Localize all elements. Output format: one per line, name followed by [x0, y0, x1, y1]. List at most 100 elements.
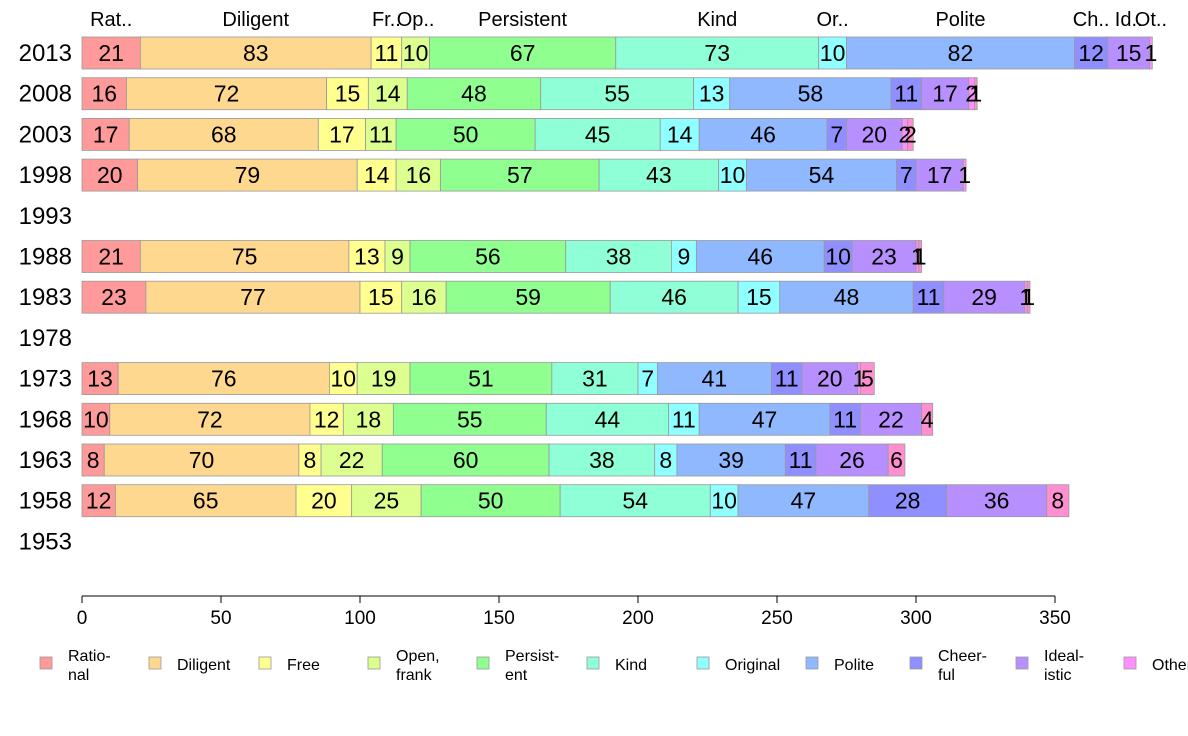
year-label: 1993 — [19, 203, 72, 230]
segment-value-label: 4 — [921, 406, 934, 432]
bar-segment — [128, 118, 319, 151]
legend-label: Cheer-ful — [938, 648, 987, 684]
bar-segment — [534, 118, 661, 151]
segment-value-label: 47 — [791, 488, 817, 514]
segment-value-label: 8 — [1051, 488, 1064, 514]
x-tick-label: 150 — [483, 608, 515, 629]
bar-segment — [429, 36, 617, 70]
bar-segment — [356, 362, 411, 396]
segment-value-label: 10 — [83, 406, 109, 432]
segment-value-label: 59 — [515, 284, 541, 310]
bar-segment — [1107, 36, 1150, 70]
top-series-labels: Rat.. Diligent Fr..Op.. Persistent Kind Or.. P… — [90, 9, 1167, 31]
segment-value-label: 15 — [1116, 40, 1142, 66]
legend-label: Kind — [615, 657, 647, 674]
bar-segment — [81, 484, 116, 518]
bar-segment — [114, 484, 297, 518]
segment-value-label: 2 — [904, 121, 917, 147]
segment-value-label: 46 — [748, 244, 774, 270]
legend-label: Other — [1152, 657, 1188, 674]
legend-swatch — [476, 656, 490, 670]
bar-segment — [392, 402, 547, 436]
year-label: 1963 — [19, 447, 72, 474]
year-label: 2003 — [19, 121, 72, 148]
segment-value-label: 46 — [661, 284, 687, 310]
segment-value-label: 55 — [457, 406, 483, 432]
year-label: 2013 — [19, 40, 72, 67]
segment-value-label: 65 — [193, 488, 219, 514]
legend-swatch — [367, 656, 381, 670]
segment-value-label: 10 — [403, 40, 429, 66]
bar-segment — [351, 484, 422, 518]
segment-value-label: 15 — [746, 284, 772, 310]
segment-value-label: 31 — [582, 366, 608, 392]
bar-segment — [915, 158, 964, 192]
bar-segment — [109, 402, 311, 436]
legend-swatch — [805, 656, 819, 670]
segment-value-label: 19 — [371, 366, 397, 392]
segment-value-label: 12 — [1078, 40, 1104, 66]
segment-value-label: 20 — [817, 366, 843, 392]
x-tick-label: 200 — [622, 608, 654, 629]
bar-segment — [559, 484, 711, 518]
bar-segment — [598, 158, 720, 192]
segment-value-label: 21 — [98, 244, 124, 270]
bar-segment — [139, 36, 372, 70]
top-series-label: Ch.. — [1073, 9, 1110, 31]
bar-segment — [81, 280, 147, 314]
bar-segment — [609, 280, 739, 314]
bar-segment — [356, 158, 397, 192]
segment-value-label: 1 — [914, 244, 927, 270]
top-series-label: Rat.. — [90, 9, 132, 31]
segment-value-label: 16 — [406, 162, 432, 188]
segment-value-label: 1 — [1019, 284, 1032, 310]
segment-value-label: 77 — [240, 284, 266, 310]
segment-value-label: 48 — [834, 284, 860, 310]
bar-segment — [365, 118, 397, 151]
bar-segment — [668, 402, 700, 436]
bar-segment — [295, 484, 353, 518]
bar-segment — [367, 77, 408, 111]
segment-value-label: 12 — [314, 406, 340, 432]
top-series-label: Diligent — [222, 9, 289, 31]
bar-segment — [851, 240, 917, 273]
segment-value-label: 36 — [984, 488, 1010, 514]
bar-segment — [918, 240, 922, 273]
segment-value-label: 11 — [369, 121, 393, 147]
segment-value-label: 21 — [98, 40, 124, 66]
bar-segment — [326, 77, 369, 111]
top-series-label: Ot.. — [1135, 9, 1167, 31]
legend: Ratio-nal Diligent Free Open, frank Persist-e… — [39, 648, 1188, 684]
bar-segment — [718, 158, 747, 192]
bar-segment — [846, 36, 1075, 70]
segment-value-label: 1 — [1145, 40, 1158, 66]
legend-label: Diligent — [177, 657, 231, 674]
bar-segment — [729, 77, 892, 111]
legend-swatch — [1015, 656, 1029, 670]
segment-value-label: 1 — [853, 366, 866, 392]
segment-value-label: 7 — [900, 162, 913, 188]
bar-segment — [737, 280, 781, 314]
segment-value-label: 9 — [391, 244, 404, 270]
bar-segment — [401, 280, 447, 314]
segment-value-label: 83 — [243, 40, 269, 66]
segment-value-label: 44 — [595, 406, 621, 432]
segment-value-label: 11 — [917, 284, 941, 310]
segment-value-label: 14 — [375, 81, 401, 107]
bar-segment — [359, 280, 403, 314]
segment-value-label: 70 — [189, 447, 215, 473]
segment-value-label: 22 — [878, 406, 904, 432]
bar-segment — [81, 402, 111, 436]
bar-segment — [1074, 36, 1109, 70]
legend-label: Original — [725, 657, 780, 674]
segment-value-label: 26 — [839, 447, 865, 473]
segment-value-label: 41 — [702, 366, 728, 392]
x-tick-label: 300 — [900, 608, 932, 629]
segment-value-label: 50 — [453, 121, 479, 147]
segment-value-label: 76 — [211, 366, 237, 392]
top-series-label: Polite — [935, 9, 985, 31]
bar-segment — [784, 443, 817, 477]
segment-value-label: 12 — [86, 488, 112, 514]
segment-value-label: 17 — [932, 81, 958, 107]
bar-segment — [823, 240, 853, 273]
